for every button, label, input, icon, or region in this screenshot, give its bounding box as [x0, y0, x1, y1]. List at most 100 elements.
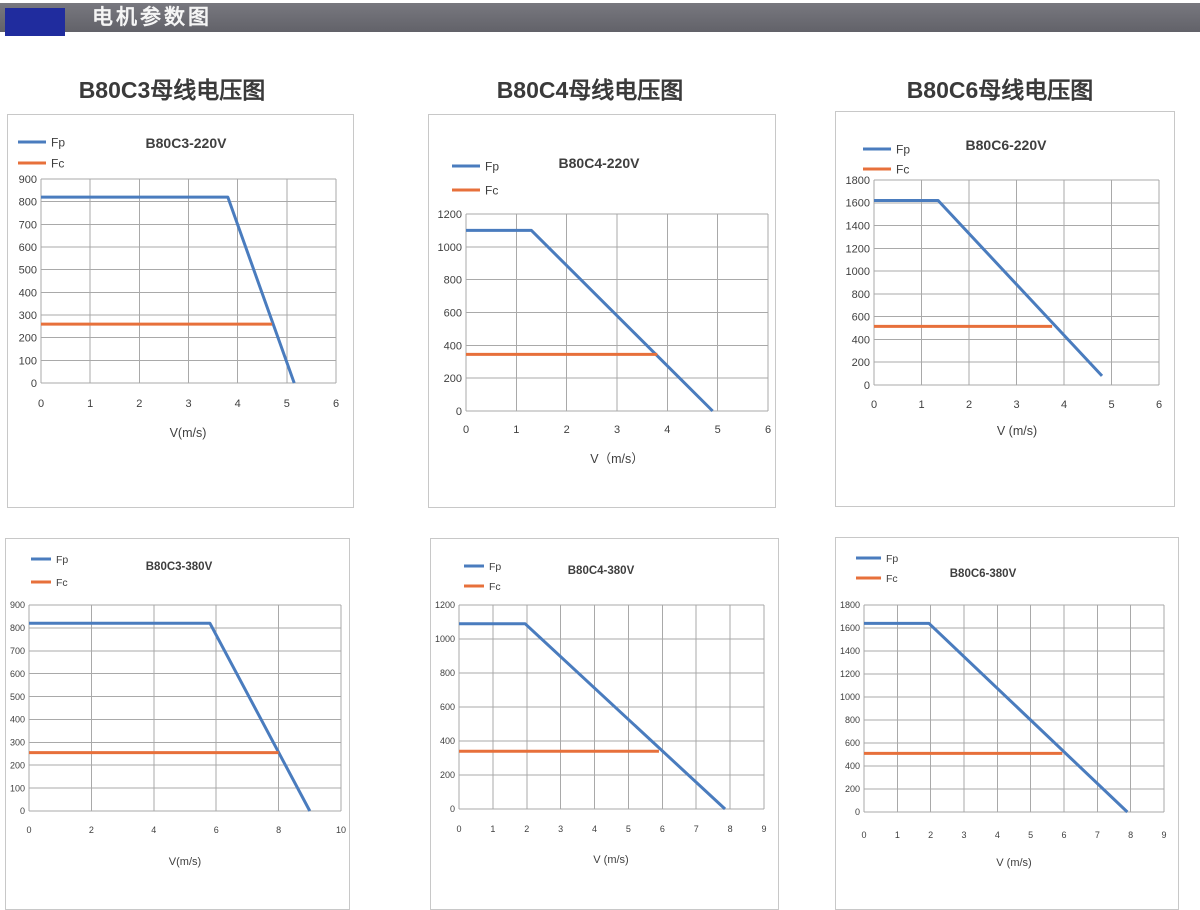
y-tick-label: 700: [19, 219, 37, 231]
x-tick-label: 2: [564, 424, 570, 436]
x-tick-label: 5: [626, 824, 631, 834]
x-tick-label: 2: [966, 399, 972, 411]
x-tick-label: 3: [558, 824, 563, 834]
y-tick-label: 200: [10, 760, 25, 770]
x-tick-label: 0: [38, 398, 44, 410]
x-tick-label: 9: [761, 824, 766, 834]
fp-line: [459, 622, 727, 811]
y-tick-label: 400: [852, 334, 870, 346]
chart-title: B80C6-220V: [966, 137, 1048, 153]
x-tick-label: 4: [1061, 399, 1067, 411]
y-tick-label: 900: [10, 600, 25, 610]
header-accent-block: [5, 8, 65, 36]
chart-canvas: 0 100 200 300 400 500 600 700 800 900 0 1 2 3 4 5 6 Fp Fc B…: [18, 135, 339, 440]
legend-fp-label: Fp: [886, 553, 898, 565]
y-tick-label: 400: [19, 287, 37, 299]
section-title-b80c6: B80C6母线电压图: [906, 77, 1094, 103]
x-tick-label: 6: [660, 824, 665, 834]
y-tick-label: 800: [440, 668, 455, 678]
legend-fp-label: Fp: [485, 159, 499, 173]
chart-box-b80c4-380v: 0 200 400 600 800 1000 1200 0 1 2 3 4 5 6 7 8 9 Fp Fc B80C4…: [430, 538, 779, 910]
legend-fc-label: Fc: [51, 156, 64, 170]
y-tick-label: 1200: [846, 243, 870, 255]
chart-canvas: 0 100 200 300 400 500 600 700 800 900 0 2 4 6 8 10 Fp Fc B…: [10, 554, 346, 868]
chart-canvas: 0 200 400 600 800 1000 1200 1400 1600 1800 0 1 2 3 4 5 6…: [840, 553, 1167, 869]
chart-title: B80C4-380V: [568, 565, 635, 577]
x-tick-label: 1: [87, 398, 93, 410]
y-tick-label: 200: [845, 784, 860, 794]
x-tick-label: 4: [592, 824, 597, 834]
section-title-b80c4: B80C4母线电压图: [496, 77, 684, 103]
y-tick-label: 600: [852, 312, 870, 324]
x-axis-label: V（m/s）: [590, 452, 643, 466]
y-tick-label: 0: [450, 804, 455, 814]
x-tick-label: 7: [1095, 830, 1100, 840]
y-tick-label: 400: [845, 761, 860, 771]
x-tick-label: 0: [871, 399, 877, 411]
fp-line: [864, 621, 1129, 814]
y-tick-label: 1000: [840, 692, 860, 702]
x-tick-label: 4: [664, 424, 670, 436]
x-tick-label: 2: [928, 830, 933, 840]
legend-fp-label: Fp: [56, 554, 68, 566]
chart-box-b80c3-220v: 0 100 200 300 400 500 600 700 800 900 0 1 2 3 4 5 6 Fp Fc B…: [7, 114, 354, 508]
x-tick-label: 0: [456, 824, 461, 834]
y-tick-label: 1000: [435, 634, 455, 644]
y-tick-label: 0: [20, 806, 25, 816]
x-axis-label: V(m/s): [169, 856, 201, 868]
x-tick-label: 6: [1156, 399, 1162, 411]
header-bar: [0, 3, 1200, 32]
y-tick-label: 0: [855, 807, 860, 817]
x-tick-label: 6: [214, 825, 219, 835]
y-tick-label: 100: [19, 355, 37, 367]
y-tick-label: 1400: [846, 221, 870, 233]
legend-fc-label: Fc: [485, 183, 498, 197]
x-tick-label: 6: [333, 398, 339, 410]
legend-fp-label: Fp: [51, 135, 65, 149]
y-tick-label: 1600: [846, 198, 870, 210]
y-tick-label: 800: [444, 275, 462, 287]
y-tick-label: 1800: [840, 600, 860, 610]
grid: [465, 213, 769, 412]
grid: [863, 604, 1165, 813]
x-tick-label: 1: [490, 824, 495, 834]
y-tick-label: 1600: [840, 623, 860, 633]
x-tick-label: 0: [861, 830, 866, 840]
y-tick-label: 500: [10, 692, 25, 702]
y-tick-label: 0: [456, 406, 462, 418]
x-axis-label: V (m/s): [593, 854, 628, 866]
y-tick-label: 1800: [846, 175, 870, 187]
x-tick-label: 3: [614, 424, 620, 436]
x-tick-label: 9: [1161, 830, 1166, 840]
chart-box-b80c3-380v: 0 100 200 300 400 500 600 700 800 900 0 2 4 6 8 10 Fp Fc B…: [5, 538, 350, 910]
x-tick-label: 1: [513, 424, 519, 436]
legend-fc-label: Fc: [896, 162, 909, 176]
y-tick-label: 1000: [846, 266, 870, 278]
legend-fc-label: Fc: [886, 573, 898, 585]
y-tick-label: 800: [852, 289, 870, 301]
y-tick-label: 200: [440, 770, 455, 780]
chart-canvas: 0 200 400 600 800 1000 1200 1400 1600 1800 0 1 2 3 4 5 6…: [846, 137, 1163, 438]
fp-line: [29, 621, 312, 812]
fp-line: [41, 195, 296, 384]
x-tick-label: 4: [151, 825, 156, 835]
y-tick-label: 200: [852, 357, 870, 369]
y-tick-label: 1200: [435, 600, 455, 610]
y-tick-label: 700: [10, 646, 25, 656]
y-tick-label: 1200: [840, 669, 860, 679]
section-title-b80c3: B80C3母线电压图: [78, 77, 266, 103]
x-tick-label: 2: [136, 398, 142, 410]
y-tick-label: 800: [10, 623, 25, 633]
x-tick-label: 3: [961, 830, 966, 840]
y-tick-label: 600: [10, 669, 25, 679]
x-axis-label: V(m/s): [170, 426, 207, 440]
y-tick-label: 1200: [438, 209, 462, 221]
y-tick-label: 200: [19, 333, 37, 345]
x-tick-label: 8: [728, 824, 733, 834]
grid: [873, 179, 1160, 386]
chart-box-b80c6-220v: 0 200 400 600 800 1000 1200 1400 1600 1800 0 1 2 3 4 5 6…: [835, 111, 1175, 507]
fp-line: [466, 228, 714, 413]
y-tick-label: 200: [444, 373, 462, 385]
x-tick-label: 5: [1028, 830, 1033, 840]
y-tick-label: 900: [19, 174, 37, 186]
